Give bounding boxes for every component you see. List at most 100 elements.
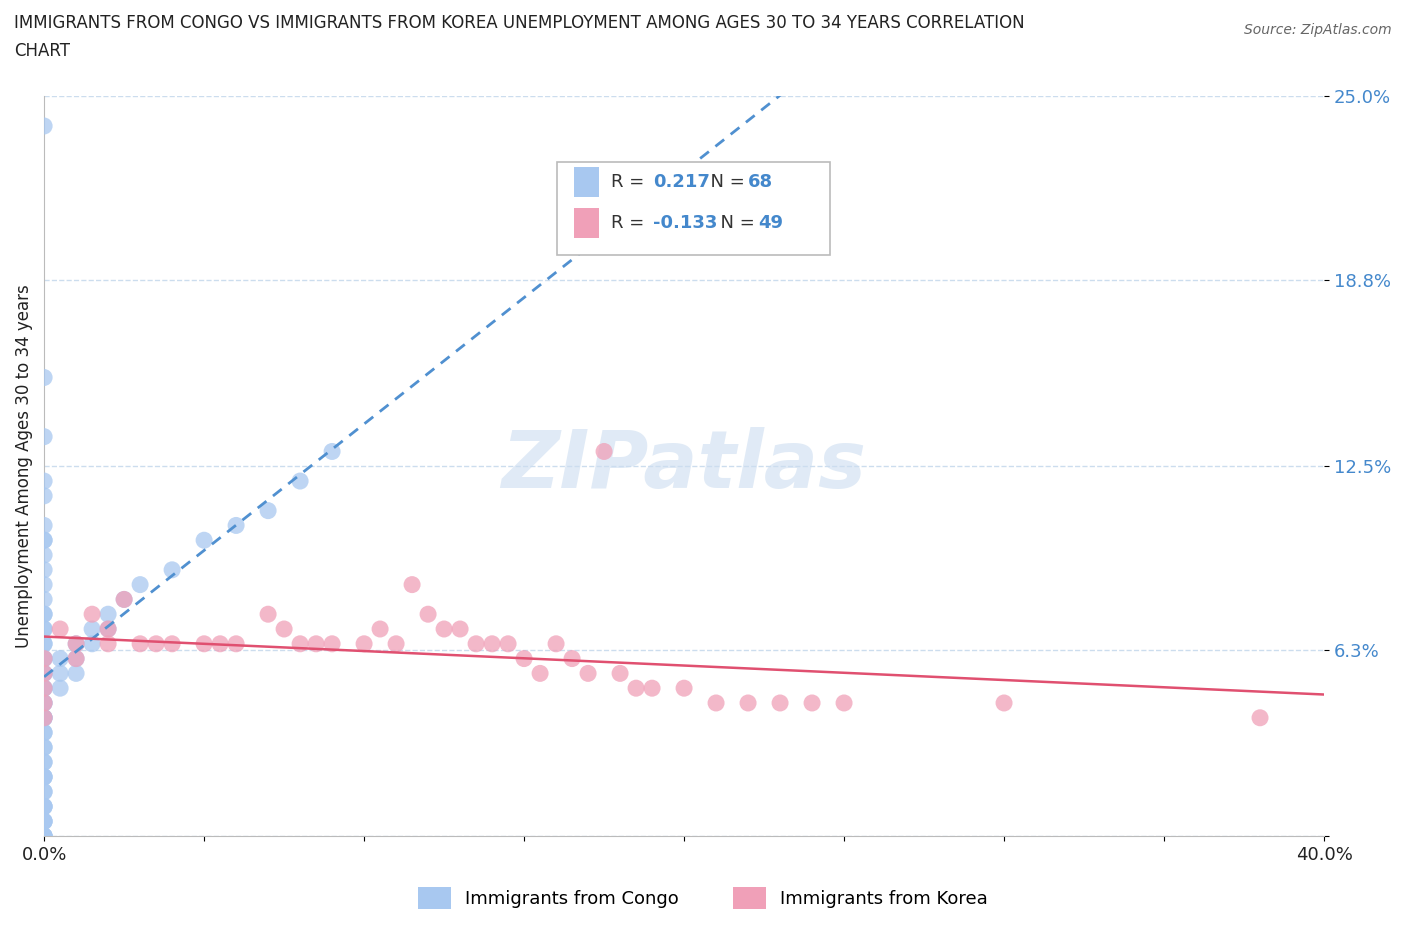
Point [257,503,280,518]
Point [32,814,55,829]
Point [561,651,583,666]
Point [97,621,120,636]
Point [321,444,343,458]
Y-axis label: Unemployment Among Ages 30 to 34 years: Unemployment Among Ages 30 to 34 years [15,285,32,648]
Point [49,666,72,681]
Point [32,651,55,666]
Point [65,666,87,681]
Point [433,621,456,636]
Point [32,755,55,770]
Point [32,681,55,696]
Point [288,636,311,651]
Text: 49: 49 [758,214,783,232]
Point [257,606,280,621]
Point [32,696,55,711]
Point [32,755,55,770]
Text: CHART: CHART [14,42,70,60]
Point [32,725,55,740]
Point [32,578,55,592]
Point [65,651,87,666]
Point [305,636,328,651]
Point [673,681,696,696]
Point [32,784,55,799]
Point [529,666,551,681]
Point [32,784,55,799]
Point [65,651,87,666]
Point [129,636,152,651]
Point [32,621,55,636]
Point [97,621,120,636]
Point [97,606,120,621]
Point [32,740,55,755]
Point [32,696,55,711]
Point [593,444,616,458]
Point [641,681,664,696]
Point [449,621,471,636]
Point [225,518,247,533]
Point [32,829,55,844]
Point [32,370,55,385]
Point [32,769,55,784]
Point [368,621,391,636]
Point [385,636,408,651]
Point [273,621,295,636]
Point [32,651,55,666]
Point [32,636,55,651]
Point [353,636,375,651]
Point [32,606,55,621]
Legend: Immigrants from Congo, Immigrants from Korea: Immigrants from Congo, Immigrants from K… [411,880,995,916]
Point [32,725,55,740]
Point [704,696,727,711]
Point [32,711,55,725]
Point [513,651,536,666]
Point [32,711,55,725]
Point [32,430,55,445]
Point [32,592,55,607]
Point [32,548,55,563]
Point [32,681,55,696]
Point [82,621,104,636]
Point [32,666,55,681]
Text: R =: R = [610,214,650,232]
Point [32,636,55,651]
Point [49,651,72,666]
Point [32,666,55,681]
Point [32,829,55,844]
Point [32,829,55,844]
Point [481,636,503,651]
Point [321,636,343,651]
Point [737,696,759,711]
Point [209,636,232,651]
Point [32,769,55,784]
Text: N =: N = [709,214,761,232]
Point [32,518,55,533]
Point [112,592,135,607]
Point [32,606,55,621]
Point [32,829,55,844]
Point [145,636,167,651]
Point [32,118,55,133]
Text: R =: R = [610,173,650,192]
Point [112,592,135,607]
Point [32,563,55,578]
Point [465,636,488,651]
Point [32,696,55,711]
Point [49,621,72,636]
Point [32,769,55,784]
Point [160,636,183,651]
Point [288,473,311,488]
Text: -0.133: -0.133 [652,214,717,232]
Point [1249,711,1271,725]
Point [129,578,152,592]
Point [32,666,55,681]
Text: 68: 68 [748,173,773,192]
Point [160,563,183,578]
Point [993,696,1015,711]
Point [32,799,55,814]
Text: N =: N = [699,173,751,192]
Point [401,578,423,592]
Point [97,636,120,651]
Point [496,636,519,651]
Point [82,606,104,621]
Point [32,621,55,636]
